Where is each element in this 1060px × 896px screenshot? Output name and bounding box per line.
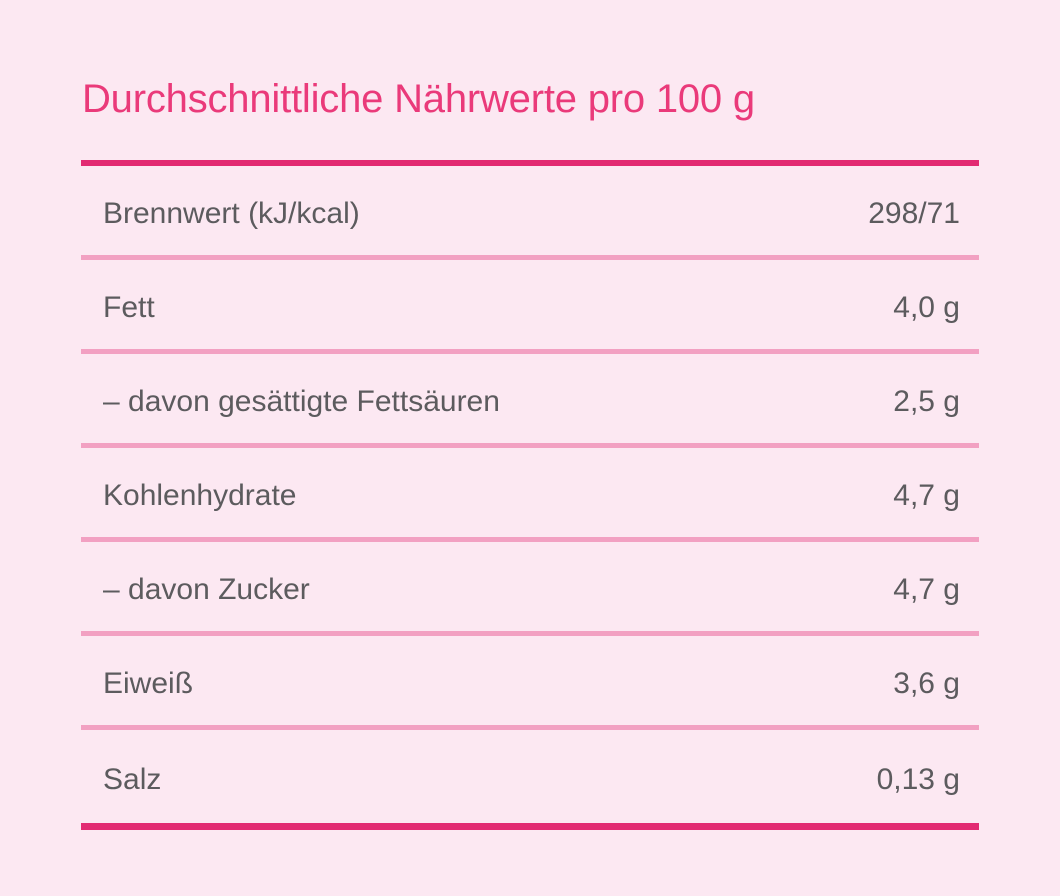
table-row: Brennwert (kJ/kcal) 298/71 (81, 166, 979, 260)
nutrient-value: 3,6 g (893, 667, 960, 700)
table-row: – davon gesättigte Fettsäuren 2,5 g (81, 354, 979, 448)
nutrient-label: Brennwert (kJ/kcal) (103, 197, 360, 230)
nutrient-value: 4,7 g (893, 573, 960, 606)
nutrient-label: Fett (103, 291, 155, 324)
table-row: Fett 4,0 g (81, 260, 979, 354)
table-row: Salz 0,13 g (81, 730, 979, 823)
nutrient-label: – davon gesättigte Fettsäuren (103, 385, 500, 418)
nutrition-table: Brennwert (kJ/kcal) 298/71 Fett 4,0 g – … (81, 160, 979, 830)
nutrient-label: Salz (103, 763, 162, 796)
nutrient-label: Eiweiß (103, 667, 194, 700)
nutrient-value: 298/71 (868, 197, 960, 230)
nutrient-label: – davon Zucker (103, 573, 310, 606)
nutrient-value: 4,0 g (893, 291, 960, 324)
nutrient-value: 2,5 g (893, 385, 960, 418)
nutrient-value: 0,13 g (876, 763, 960, 796)
table-row: Eiweiß 3,6 g (81, 636, 979, 730)
table-row: – davon Zucker 4,7 g (81, 542, 979, 636)
table-row: Kohlenhydrate 4,7 g (81, 448, 979, 542)
nutrient-label: Kohlenhydrate (103, 479, 297, 512)
page-title: Durchschnittliche Nährwerte pro 100 g (82, 77, 755, 121)
nutrient-value: 4,7 g (893, 479, 960, 512)
